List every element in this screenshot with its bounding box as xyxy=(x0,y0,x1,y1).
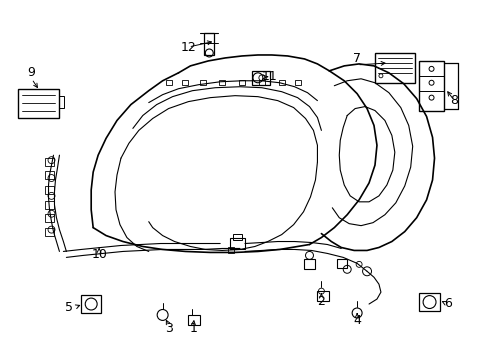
Text: 5: 5 xyxy=(65,301,73,314)
Text: 6: 6 xyxy=(444,297,451,310)
Bar xyxy=(418,61,444,111)
Bar xyxy=(60,96,64,108)
Text: 12: 12 xyxy=(180,41,196,54)
Text: 9: 9 xyxy=(28,66,36,79)
Bar xyxy=(200,80,206,85)
Text: 2: 2 xyxy=(317,294,325,307)
Bar xyxy=(219,80,224,85)
Bar xyxy=(44,214,54,222)
Bar xyxy=(230,238,244,249)
Bar xyxy=(278,80,284,85)
Bar xyxy=(44,228,54,235)
Bar xyxy=(228,247,234,253)
Bar xyxy=(317,291,328,301)
Bar xyxy=(165,80,171,85)
Text: 8: 8 xyxy=(449,94,457,107)
Text: 11: 11 xyxy=(262,70,277,83)
Text: 7: 7 xyxy=(352,53,360,66)
Bar xyxy=(374,53,414,83)
Bar xyxy=(418,293,440,311)
Bar xyxy=(188,315,200,325)
Bar xyxy=(44,186,54,194)
Text: 4: 4 xyxy=(352,314,360,327)
Bar xyxy=(18,89,60,118)
Bar xyxy=(44,201,54,209)
Bar xyxy=(239,80,244,85)
Bar xyxy=(258,80,264,85)
Bar xyxy=(204,33,214,55)
Text: 10: 10 xyxy=(91,248,107,261)
Text: 1: 1 xyxy=(189,322,197,336)
Text: 3: 3 xyxy=(164,322,172,336)
Bar xyxy=(294,80,300,85)
Bar xyxy=(44,158,54,166)
Bar xyxy=(44,171,54,179)
Bar xyxy=(337,260,346,268)
Bar xyxy=(81,295,101,313)
Bar xyxy=(233,234,242,239)
Bar xyxy=(182,80,188,85)
Bar xyxy=(251,71,269,85)
Bar xyxy=(303,260,315,269)
